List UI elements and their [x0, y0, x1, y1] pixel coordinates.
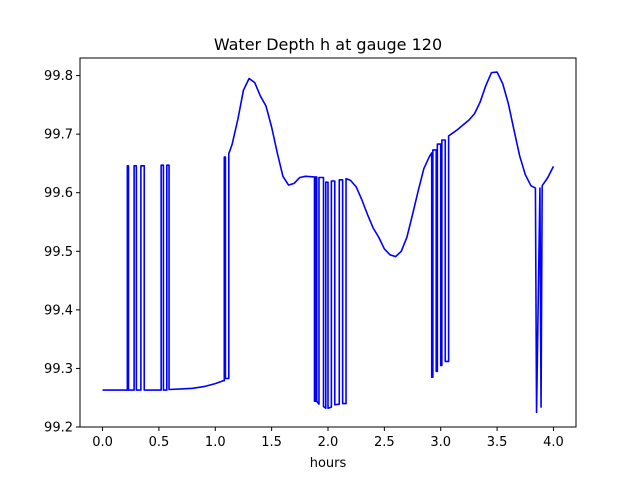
chart-title: Water Depth h at gauge 120 [214, 35, 442, 54]
x-axis-ticks: 0.0 0.5 1.0 1.5 2.0 2.5 3.0 3.5 4.0 [92, 427, 564, 450]
x-tick-label: 4.0 [543, 435, 564, 450]
y-tick-label: 99.7 [44, 128, 73, 143]
y-tick-label: 99.4 [44, 303, 73, 318]
x-tick-label: 0.0 [92, 435, 113, 450]
x-tick-label: 2.5 [374, 435, 395, 450]
y-tick-label: 99.2 [44, 421, 73, 436]
x-tick-label: 0.5 [149, 435, 170, 450]
y-tick-label: 99.5 [44, 245, 73, 260]
x-tick-label: 3.5 [487, 435, 508, 450]
x-tick-label: 2.0 [318, 435, 339, 450]
plot-area [102, 71, 555, 414]
x-tick-label: 1.5 [261, 435, 282, 450]
x-tick-label: 3.0 [430, 435, 451, 450]
x-tick-label: 1.0 [205, 435, 226, 450]
axes-frame [79, 57, 577, 428]
y-tick-label: 99.6 [44, 186, 73, 201]
y-tick-label: 99.3 [44, 362, 73, 377]
series-line-0 [102, 71, 555, 414]
y-tick-label: 99.8 [44, 69, 73, 84]
x-axis-label: hours [310, 456, 347, 471]
y-axis-ticks: 99.2 99.3 99.4 99.5 99.6 99.7 99.8 [44, 69, 80, 436]
